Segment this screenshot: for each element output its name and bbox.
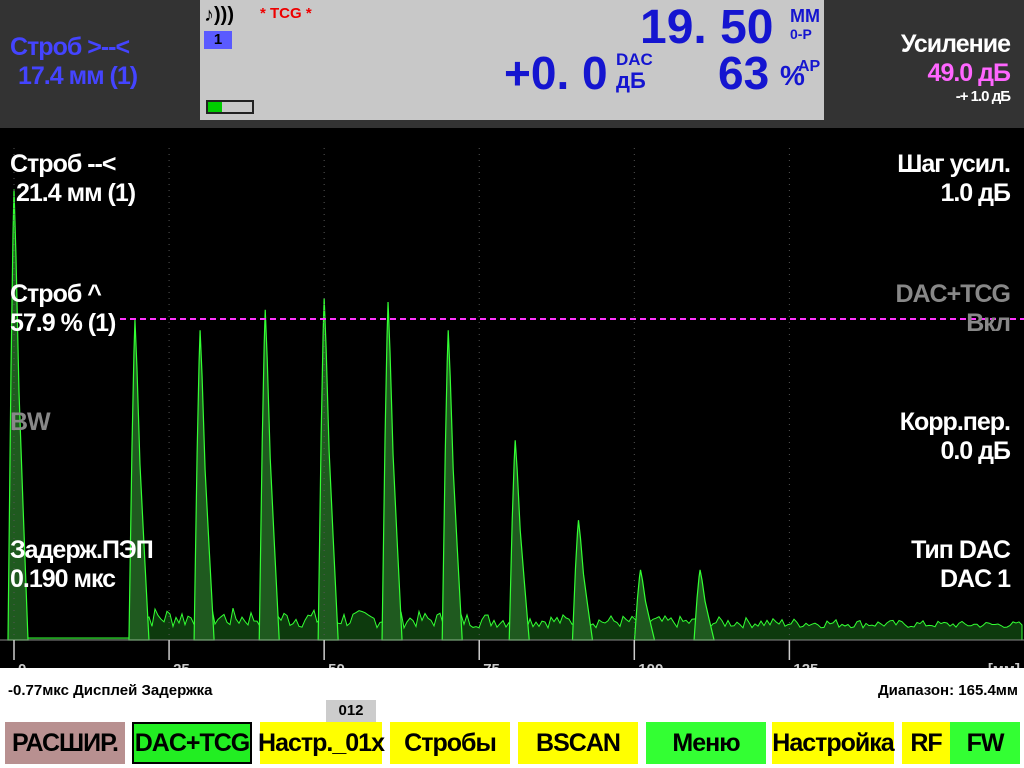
- range-info: Диапазон: 165.4мм: [877, 682, 1018, 699]
- db-value: +0. 0: [504, 47, 608, 99]
- button[interactable]: Меню: [646, 722, 766, 764]
- value: DAC 1: [939, 565, 1011, 593]
- value: 0.190 мкс: [10, 565, 116, 593]
- right-param: Корр.пер. 0.0 дБ: [899, 408, 1011, 466]
- delay-info: -0.77мкс Дисплей Задержка: [8, 682, 213, 699]
- depth-mode: 0-Р: [790, 26, 812, 42]
- depth: 19. 50: [640, 1, 774, 54]
- value: 57.9 % (1): [10, 309, 116, 337]
- value: 49.0 дБ: [927, 59, 1011, 87]
- x-tick-label: 25: [173, 661, 190, 668]
- left-param: Строб --< 21.4 мм (1): [10, 150, 136, 208]
- readout-box: ♪))) 1 * TCG * 19. 50 ММ 0-Р +0. 0 DAC д…: [200, 0, 824, 120]
- button[interactable]: RF: [902, 722, 950, 764]
- button[interactable]: Настр._01х: [258, 722, 385, 764]
- left-param: BW: [10, 408, 51, 436]
- label: Корр.пер.: [899, 408, 1011, 436]
- echo-peak: [693, 569, 715, 641]
- label: Шаг усил.: [897, 150, 1011, 178]
- x-tick-label: 100: [638, 661, 663, 668]
- right-param: DAC+TCG Вкл: [895, 280, 1011, 338]
- left-param: Строб ^ 57.9 % (1): [10, 280, 116, 338]
- amplitude: 63: [718, 47, 770, 99]
- right-param: Тип DAC DAC 1: [911, 536, 1011, 594]
- label: Тип DAC: [911, 536, 1011, 564]
- label: Задерж.ПЭП: [10, 536, 154, 564]
- button[interactable]: РАСШИР.: [5, 722, 125, 764]
- gate-a: Строб >--< 17.4 мм (1): [10, 33, 138, 91]
- db-unit: дБ: [616, 68, 646, 93]
- echo-peak: [258, 309, 280, 641]
- value: 0.0 дБ: [940, 437, 1011, 465]
- db-sup: DAC: [616, 50, 653, 69]
- echo-peak: [7, 189, 29, 641]
- value: 17.4 мм (1): [18, 62, 138, 90]
- echo-peak: [381, 302, 403, 641]
- depth-unit: ММ: [790, 6, 820, 26]
- echo-peak: [571, 520, 594, 641]
- x-unit: [мм]: [988, 661, 1020, 668]
- value: Вкл: [966, 309, 1011, 337]
- label: Строб ^: [10, 280, 102, 308]
- value: 1.0 дБ: [940, 179, 1011, 207]
- sound-icon: ♪))): [204, 4, 234, 26]
- right-param: Шаг усил. 1.0 дБ: [897, 150, 1011, 208]
- gain: Усиление 49.0 дБ -+ 1.0 дБ: [900, 30, 1011, 106]
- echo-peak: [128, 319, 150, 641]
- value: 21.4 мм (1): [16, 179, 136, 207]
- a-scan: 0 25 50 75 100 125 [мм]: [0, 148, 1024, 668]
- x-tick-label: 125: [793, 661, 818, 668]
- button[interactable]: BSCAN: [518, 722, 638, 764]
- button[interactable]: Настройка: [772, 722, 895, 764]
- x-tick-label: 75: [483, 661, 500, 668]
- label: Строб --<: [10, 150, 116, 178]
- step: -+ 1.0 дБ: [955, 88, 1011, 105]
- button[interactable]: FW: [950, 722, 1020, 764]
- x-tick-label: 0: [18, 661, 26, 668]
- amp-sup: AP: [798, 58, 821, 75]
- left-param: Задерж.ПЭП 0.190 мкс: [10, 536, 154, 594]
- echo-peak: [317, 297, 339, 641]
- amp-unit: %: [780, 60, 805, 91]
- label: Строб >--<: [10, 33, 130, 61]
- echo-peak: [508, 440, 530, 641]
- label: Усиление: [900, 30, 1011, 58]
- x-tick-label: 50: [328, 661, 345, 668]
- button[interactable]: DAC+TCG: [132, 722, 252, 764]
- echo-peak: [633, 569, 656, 641]
- echo-peak: [441, 330, 463, 641]
- mode: * TCG *: [260, 5, 312, 22]
- button[interactable]: Стробы: [390, 722, 510, 764]
- channel: 1: [204, 31, 232, 49]
- page-number: 012: [326, 700, 376, 722]
- echo-peak: [193, 330, 215, 641]
- battery: [206, 100, 254, 114]
- label: DAC+TCG: [895, 280, 1011, 308]
